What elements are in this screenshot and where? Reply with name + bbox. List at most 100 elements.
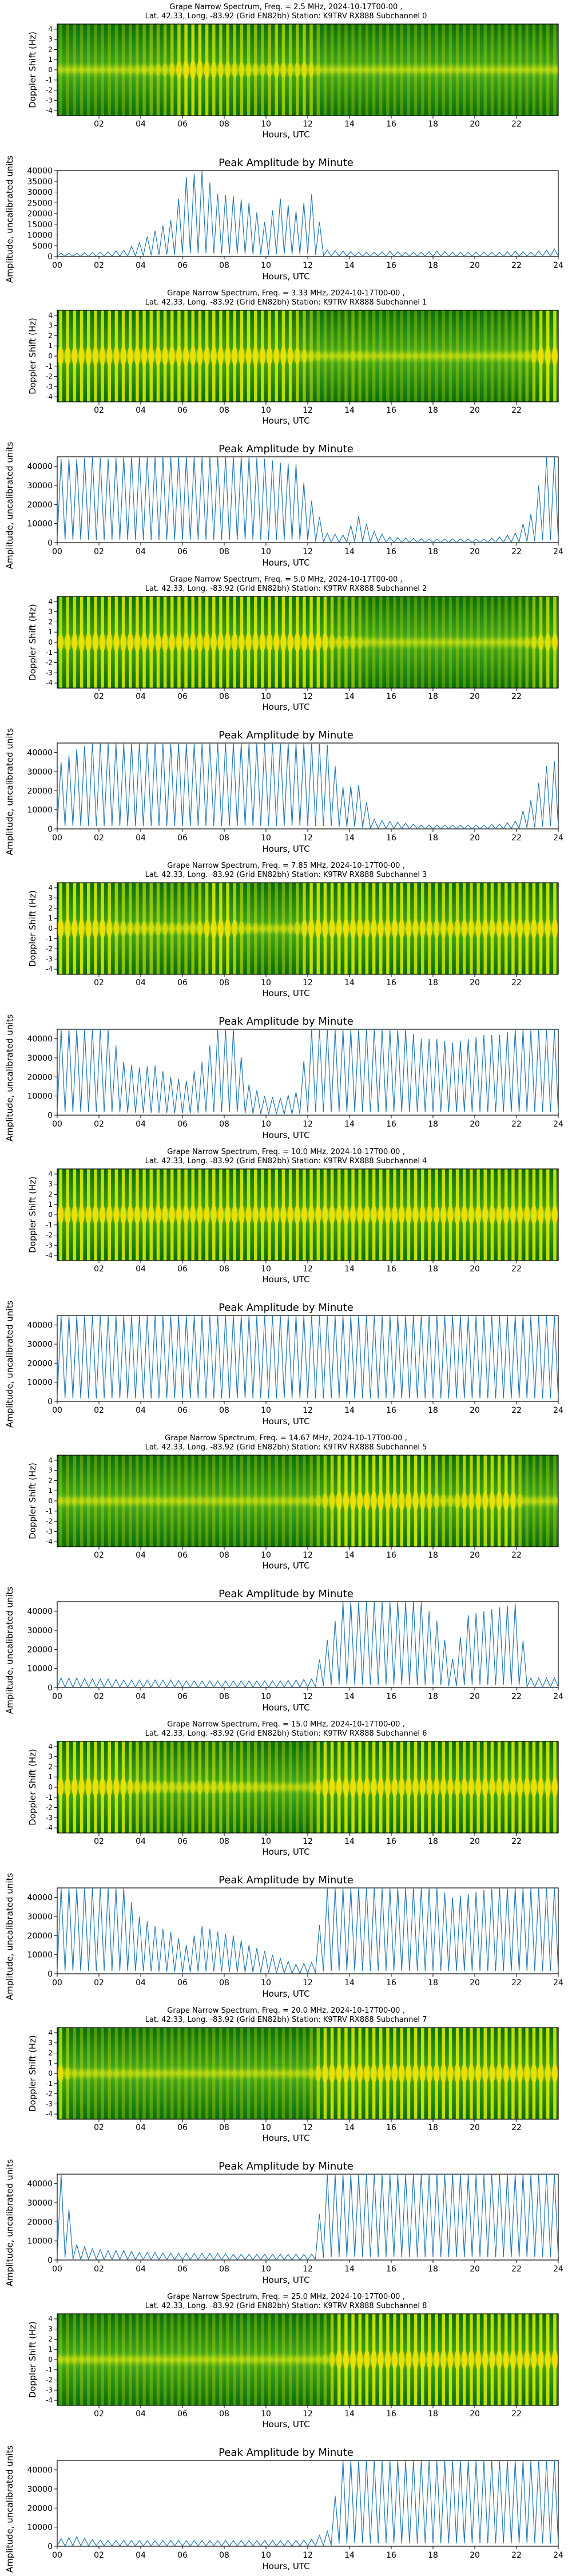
x-tick-label: 08: [219, 1837, 229, 1846]
spectrogram-stripe: [121, 2028, 125, 2119]
doppler-trace-marker: [434, 2349, 440, 2370]
doppler-trace-marker: [545, 1496, 551, 1506]
spectrogram-stripe: [511, 24, 515, 116]
x-tick-label: 18: [428, 1406, 438, 1415]
doppler-trace-marker: [475, 1204, 482, 1225]
spectrogram-stripe: [470, 310, 473, 402]
doppler-trace-marker: [329, 2063, 335, 2084]
doppler-trace-marker: [392, 66, 398, 74]
doppler-trace-marker: [434, 352, 440, 360]
y-tick-label: 40000: [27, 463, 53, 472]
doppler-trace-marker: [406, 1777, 412, 1797]
doppler-trace-marker: [190, 2356, 196, 2364]
x-tick-label: 16: [386, 120, 396, 129]
spectrogram-stripe: [226, 2314, 229, 2405]
doppler-trace-marker: [350, 2349, 356, 2370]
doppler-trace-marker: [120, 1204, 126, 1225]
doppler-trace-marker: [461, 352, 467, 360]
doppler-trace-marker: [294, 1204, 300, 1225]
spectrogram-stripe: [275, 2028, 278, 2119]
doppler-trace-marker: [447, 1204, 454, 1225]
spectrogram-stripe: [532, 24, 536, 116]
spectrum-x-axis-label: Hours, UTC: [262, 129, 309, 140]
doppler-trace-marker: [406, 1491, 412, 1511]
doppler-trace-marker: [280, 1204, 287, 1225]
doppler-trace-marker: [322, 2063, 328, 2084]
doppler-trace-marker: [85, 66, 92, 74]
doppler-trace-marker: [399, 1204, 405, 1225]
doppler-trace-marker: [100, 1204, 106, 1225]
spectrogram-background: [57, 2028, 558, 2119]
doppler-trace-marker: [72, 2068, 78, 2079]
doppler-trace-marker: [343, 351, 349, 361]
y-tick-label: 0: [48, 66, 53, 74]
doppler-trace-marker: [384, 66, 391, 74]
doppler-trace-marker: [489, 1491, 495, 1511]
doppler-trace-marker: [245, 2069, 252, 2077]
y-tick-label: 0: [47, 1970, 53, 1979]
doppler-trace-marker: [106, 1777, 113, 1797]
amplitude-title: Peak Amplitude by Minute: [219, 1588, 353, 1600]
spectrogram-stripe: [393, 596, 396, 688]
amplitude-plot-frame: [57, 742, 559, 829]
spectrogram-stripe: [66, 24, 69, 116]
doppler-trace-marker: [336, 1491, 342, 1511]
doppler-trace-marker: [545, 2349, 551, 2370]
spectrogram-stripe: [490, 596, 494, 688]
doppler-trace-marker: [412, 919, 419, 938]
x-tick-label: 22: [511, 547, 522, 556]
doppler-trace-marker: [120, 920, 126, 937]
spectrogram-stripe: [497, 596, 501, 688]
doppler-trace-marker: [294, 1496, 300, 1506]
doppler-trace-marker: [412, 2349, 419, 2370]
doppler-trace-marker: [406, 918, 412, 939]
doppler-trace-marker: [58, 1496, 64, 1506]
doppler-trace-marker: [85, 2356, 92, 2364]
doppler-trace-marker: [336, 2349, 342, 2370]
doppler-trace-marker: [308, 350, 315, 362]
doppler-trace-marker: [245, 2356, 252, 2364]
spectrum-y-axis-label: Doppler Shift (Hz): [27, 1749, 38, 1826]
doppler-trace-marker: [259, 1497, 265, 1505]
spectrogram-stripe: [156, 24, 160, 116]
x-tick-label: 06: [177, 2123, 188, 2132]
doppler-trace-marker: [148, 346, 154, 366]
doppler-trace-marker: [545, 918, 551, 939]
spectrogram-stripe: [136, 2314, 139, 2405]
doppler-trace-marker: [58, 2064, 64, 2083]
y-tick-label: 10000: [27, 2237, 53, 2246]
spectrogram-stripe: [275, 1741, 278, 1833]
x-tick-label: 14: [344, 1406, 355, 1415]
x-tick-label: 04: [136, 261, 146, 270]
spectrum-title: Grape Narrow Spectrum, Freq. = 7.85 MHz,…: [167, 862, 404, 870]
doppler-trace-marker: [78, 2069, 85, 2078]
x-tick-label: 16: [386, 1406, 396, 1415]
spectrogram-stripe: [247, 2028, 251, 2119]
y-tick-label: 20000: [27, 1359, 53, 1368]
spectrogram-stripe: [149, 1455, 153, 1547]
doppler-trace-marker: [412, 66, 419, 74]
x-tick-label: 08: [219, 692, 229, 701]
doppler-trace-marker: [496, 2349, 502, 2370]
spectrum-title: Grape Narrow Spectrum, Freq. = 2.5 MHz, …: [169, 3, 402, 11]
doppler-trace-marker: [183, 1204, 189, 1225]
doppler-trace-marker: [461, 1491, 467, 1511]
doppler-trace-marker: [273, 923, 280, 934]
doppler-trace-marker: [294, 1783, 300, 1792]
doppler-trace-marker: [169, 1780, 175, 1794]
doppler-trace-marker: [371, 918, 377, 939]
spectrogram-stripe: [470, 24, 473, 116]
x-tick-label: 06: [177, 2409, 188, 2419]
y-tick-label: -4: [46, 1824, 53, 1832]
x-tick-label: 12: [303, 261, 313, 270]
y-tick-label: 15000: [27, 220, 53, 230]
doppler-trace-marker: [225, 1204, 231, 1225]
doppler-trace-marker: [503, 351, 509, 361]
x-tick-label: 12: [303, 120, 313, 129]
doppler-trace-marker: [454, 1493, 460, 1509]
doppler-trace-marker: [475, 2063, 482, 2084]
y-tick-label: 0: [47, 252, 53, 262]
x-tick-label: 16: [386, 2409, 396, 2419]
x-tick-label: 20: [470, 1978, 480, 1988]
x-tick-label: 20: [470, 1692, 480, 1701]
